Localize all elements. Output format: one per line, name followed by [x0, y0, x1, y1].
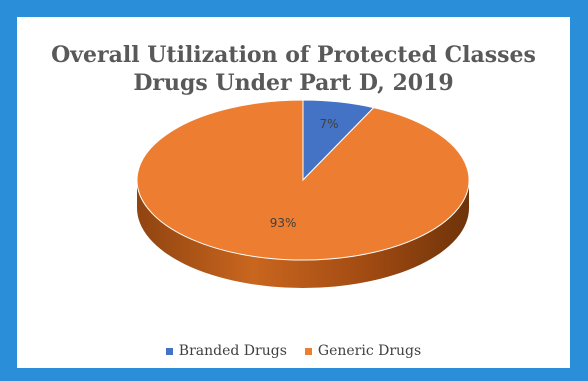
pie-labels: 7% 93%: [270, 117, 339, 230]
legend-swatch-generic: [304, 347, 312, 355]
chart-title-line-2: Drugs Under Part D, 2019: [133, 70, 454, 96]
data-label-generic: 93%: [270, 216, 297, 230]
legend-item-generic: Generic Drugs: [304, 343, 422, 359]
legend-label-branded: Branded Drugs: [178, 343, 287, 359]
pie-chart: 7% 93%: [136, 99, 470, 288]
pie-side-wall: [137, 180, 469, 288]
pie-side: [137, 180, 469, 288]
pie-slice-generic: [136, 99, 470, 261]
legend-swatch-branded: [165, 347, 173, 355]
legend: Branded Drugs Generic Drugs: [17, 343, 570, 359]
legend-item-branded: Branded Drugs: [165, 343, 287, 359]
pie-slices: [136, 99, 470, 261]
chart-title: Overall Utilization of Protected Classes…: [17, 41, 570, 97]
chart-title-line-1: Overall Utilization of Protected Classes: [51, 42, 536, 68]
data-label-branded: 7%: [320, 117, 339, 131]
chart-frame: Overall Utilization of Protected Classes…: [17, 17, 570, 368]
legend-label-generic: Generic Drugs: [317, 343, 422, 359]
